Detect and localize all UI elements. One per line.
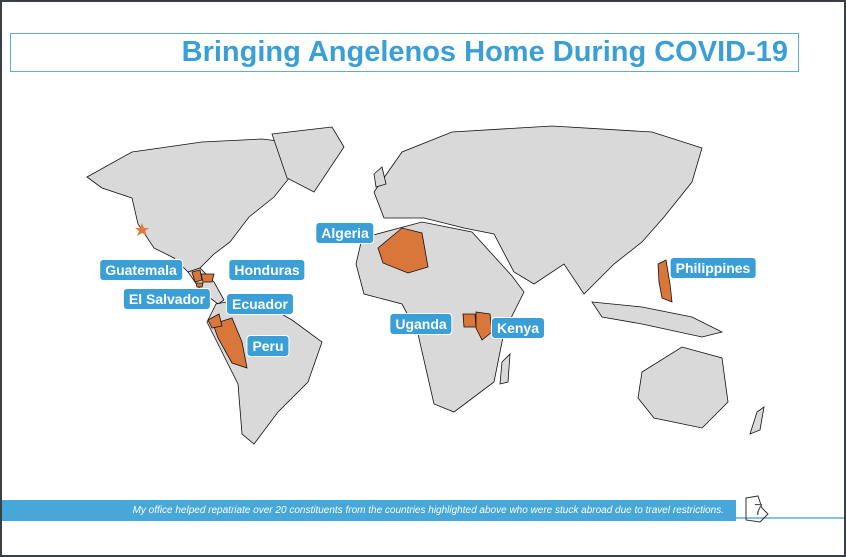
honduras bbox=[200, 273, 215, 283]
south-america bbox=[206, 296, 323, 445]
country-label: Honduras bbox=[228, 259, 306, 281]
indonesia bbox=[591, 301, 724, 338]
new-zealand bbox=[749, 406, 765, 435]
country-label: Algeria bbox=[315, 222, 375, 244]
el-salvador bbox=[195, 282, 204, 288]
country-label: Uganda bbox=[389, 313, 453, 335]
north-america bbox=[86, 138, 303, 273]
page-number: 7 bbox=[754, 502, 763, 519]
uganda bbox=[462, 313, 477, 328]
kenya bbox=[475, 311, 493, 341]
country-label: El Salvador bbox=[122, 288, 212, 310]
los-angeles-star bbox=[135, 223, 149, 236]
madagascar bbox=[499, 352, 511, 385]
title-box: Bringing Angelenos Home During COVID-19 bbox=[10, 33, 799, 72]
greenland bbox=[271, 126, 345, 193]
country-label: Ecuador bbox=[225, 293, 295, 315]
country-label: Peru bbox=[246, 335, 290, 357]
country-label: Guatemala bbox=[99, 259, 183, 281]
algeria bbox=[377, 227, 429, 274]
country-label: Philippines bbox=[669, 257, 757, 279]
country-label: Kenya bbox=[490, 317, 546, 339]
ecuador bbox=[207, 313, 223, 329]
peru bbox=[212, 317, 248, 369]
eurasia bbox=[373, 125, 703, 295]
caption: My office helped repatriate over 20 cons… bbox=[132, 505, 724, 516]
title: Bringing Angelenos Home During COVID-19 bbox=[181, 36, 788, 68]
australia bbox=[637, 346, 729, 429]
uk bbox=[373, 166, 387, 188]
district-outline bbox=[745, 495, 769, 523]
philippines bbox=[657, 259, 673, 303]
caption-bar: My office helped repatriate over 20 cons… bbox=[2, 500, 736, 521]
guatemala bbox=[191, 269, 203, 283]
